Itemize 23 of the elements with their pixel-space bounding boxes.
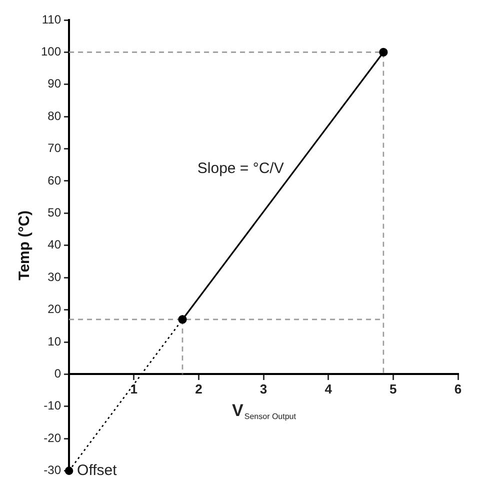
y-tick-label: 50 xyxy=(48,206,62,220)
y-tick-label: 30 xyxy=(48,270,62,284)
y-tick-label: 70 xyxy=(48,141,62,156)
y-tick-label: -10 xyxy=(44,398,62,413)
y-axis-title: Temp (°C) xyxy=(16,210,34,280)
y-tick-label: -20 xyxy=(44,430,62,445)
y-tick-label: 0 xyxy=(54,366,62,381)
x-tick-label: 6 xyxy=(454,382,462,397)
x-tick-label: 5 xyxy=(390,382,397,397)
annotation: Slope = °C/V xyxy=(197,160,284,177)
y-tick-label: 100 xyxy=(40,44,62,59)
y-tick-label: 10 xyxy=(48,334,62,348)
x-tick-label: 4 xyxy=(324,382,333,397)
y-tick-label: 60 xyxy=(48,173,62,188)
y-tick-label: 20 xyxy=(48,302,62,316)
x-tick-label: 2 xyxy=(195,382,202,397)
y-tick-label: 40 xyxy=(48,238,62,252)
y-tick-label: -30 xyxy=(44,463,62,478)
y-tick-label: 110 xyxy=(42,12,62,26)
y-tick-label: 90 xyxy=(48,76,62,91)
y-tick-label: 80 xyxy=(48,108,62,123)
x-tick-label: 3 xyxy=(260,382,268,397)
annotation: Offset xyxy=(77,462,118,479)
